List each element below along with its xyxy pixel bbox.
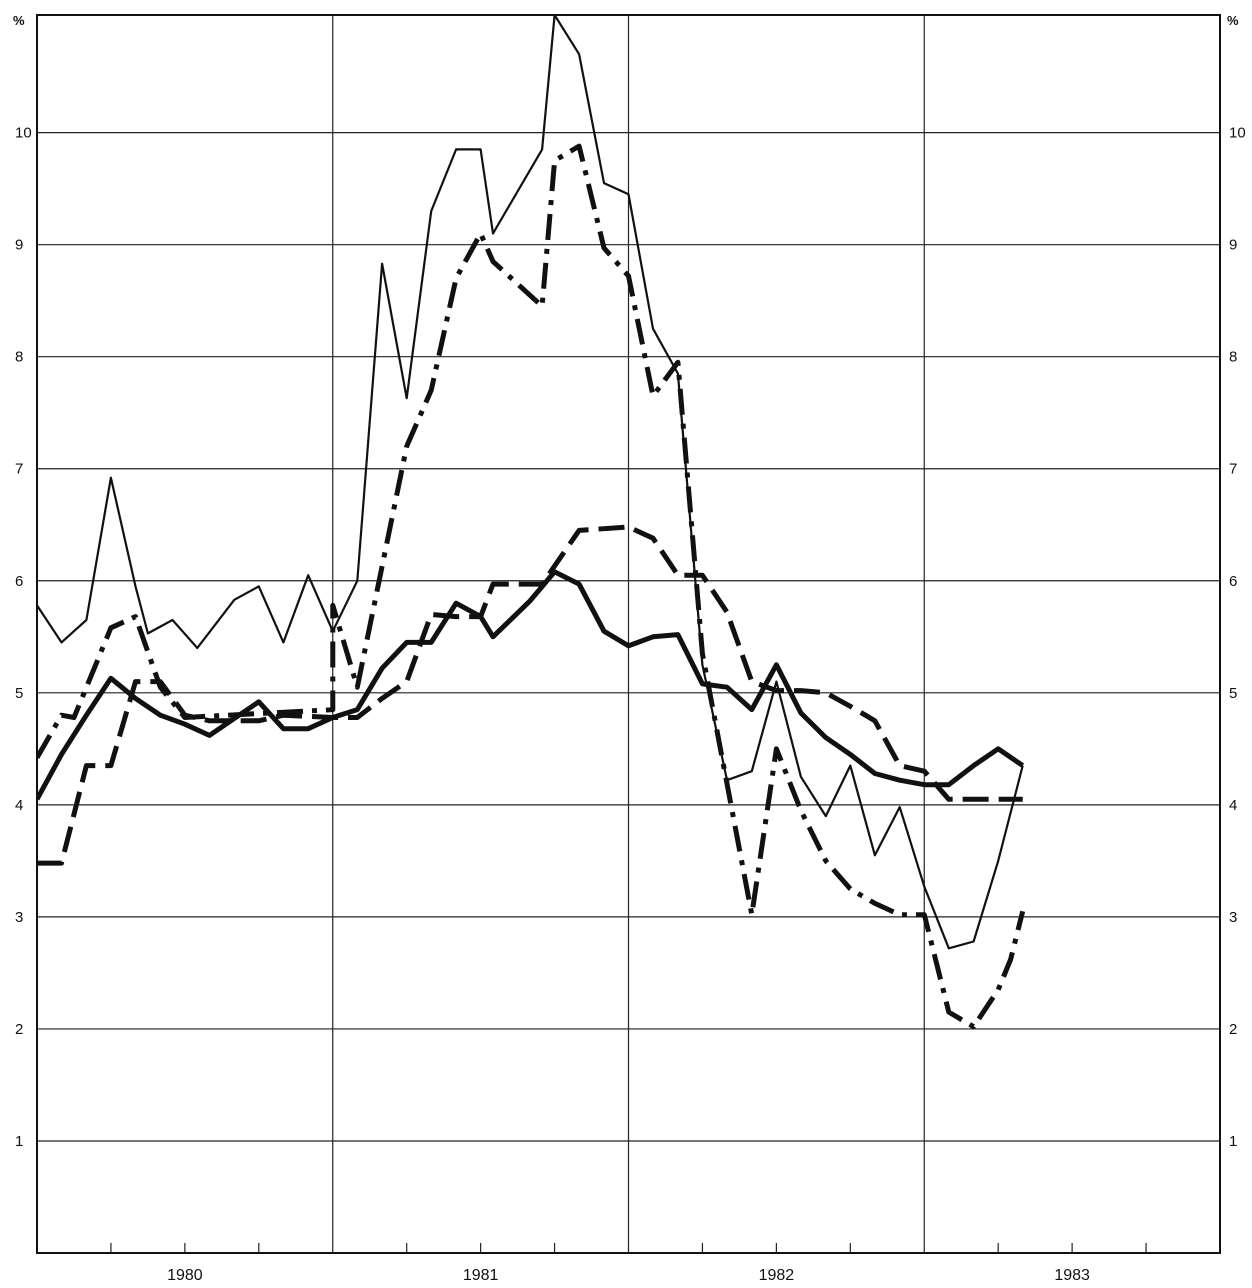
- y-tick-label-left: 1: [15, 1133, 23, 1150]
- series-layer: [37, 15, 1026, 1030]
- y-tick-label-left: 5: [15, 685, 23, 702]
- y-tick-label-left: 8: [15, 349, 23, 366]
- series-line-thick-dash-dot: [37, 143, 1026, 1030]
- axis-labels: % % 1 1 2 2 3 3 4 4 5 5 6 6 7 7 8 8 9 9 10 10 1980 1981 1982 19…: [13, 13, 1246, 1284]
- y-tick-label-right: 8: [1229, 349, 1237, 366]
- x-tick-label: 1981: [463, 1267, 499, 1284]
- y-tick-label-right: 9: [1229, 237, 1237, 254]
- series-line-thick-solid: [37, 569, 1025, 801]
- x-tick-label: 1980: [167, 1267, 203, 1284]
- plot-frame: [36, 14, 1221, 1254]
- y-tick-label-right: 10: [1229, 125, 1246, 142]
- right-unit-label: %: [1227, 13, 1239, 28]
- y-tick-label-left: 10: [15, 125, 32, 142]
- y-tick-label-left: 3: [15, 909, 23, 926]
- plot-border: [36, 14, 1221, 1254]
- grid-layer: [36, 15, 1221, 1253]
- y-tick-label-right: 7: [1229, 461, 1237, 478]
- y-tick-label-left: 7: [15, 461, 23, 478]
- y-tick-label-left: 4: [15, 797, 23, 814]
- y-tick-label-right: 4: [1229, 797, 1237, 814]
- y-tick-label-left: 2: [15, 1021, 23, 1038]
- y-tick-label-right: 6: [1229, 573, 1237, 590]
- y-tick-label-right: 2: [1229, 1021, 1237, 1038]
- series-line-thin-solid: [37, 15, 1024, 950]
- series-line-thick-dashed: [37, 524, 1023, 866]
- y-tick-label-left: 6: [15, 573, 23, 590]
- y-tick-label-right: 1: [1229, 1133, 1237, 1150]
- y-tick-label-right: 5: [1229, 685, 1237, 702]
- left-unit-label: %: [13, 13, 25, 28]
- x-tick-label: 1983: [1054, 1267, 1090, 1284]
- y-tick-label-left: 9: [15, 237, 23, 254]
- y-tick-label-right: 3: [1229, 909, 1237, 926]
- x-tick-label: 1982: [759, 1267, 795, 1284]
